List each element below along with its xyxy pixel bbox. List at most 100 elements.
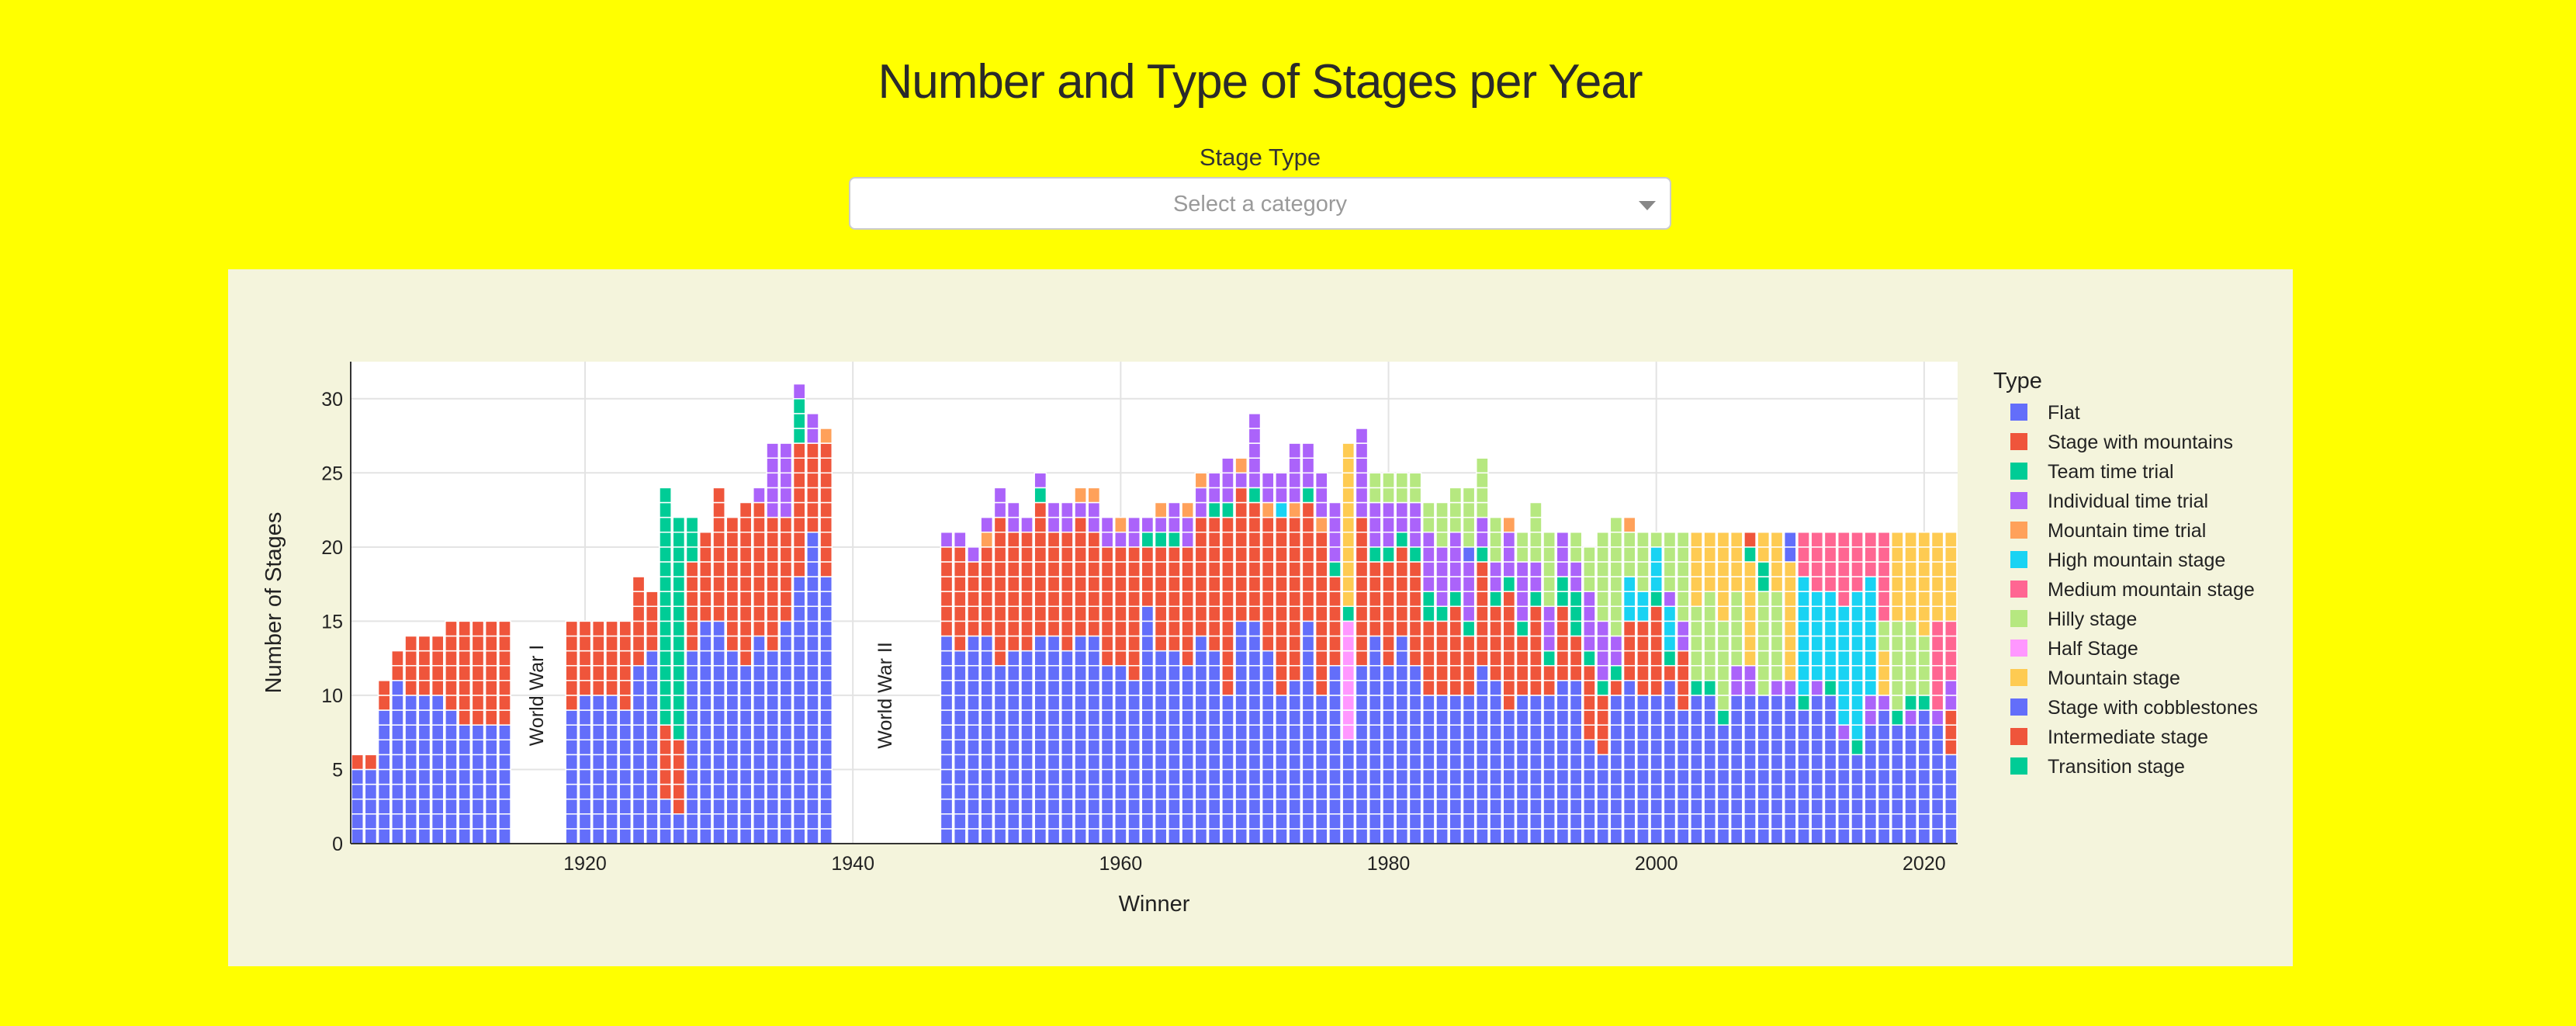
- bar-segment: [753, 650, 766, 667]
- bar-segment: [1462, 695, 1476, 711]
- bar-segment: [806, 828, 819, 844]
- bar-segment: [1743, 591, 1757, 608]
- bar-segment: [779, 828, 793, 844]
- bar-segment: [1221, 620, 1234, 637]
- bar-segment: [1716, 768, 1730, 785]
- bar-segment: [578, 798, 592, 815]
- bar-segment: [1851, 695, 1864, 711]
- bar-segment: [1314, 695, 1328, 711]
- bar-segment: [1569, 546, 1583, 563]
- bar-segment: [1743, 709, 1757, 726]
- stage-type-dropdown[interactable]: Select a category: [849, 177, 1671, 230]
- bar-segment: [1917, 724, 1931, 740]
- bar-segment: [1408, 487, 1422, 504]
- bar-segment: [1087, 620, 1101, 637]
- bar-segment: [753, 576, 766, 592]
- bar-segment: [391, 724, 404, 740]
- bar-segment: [605, 680, 618, 696]
- bar-segment: [1314, 576, 1328, 592]
- bar-segment: [1221, 501, 1234, 518]
- bar-segment: [1141, 768, 1155, 785]
- bar-segment: [1515, 709, 1529, 726]
- bar-segment: [1288, 605, 1302, 622]
- bar-segment: [1904, 798, 1917, 815]
- bar-segment: [1248, 546, 1262, 563]
- bar-segment: [725, 739, 739, 756]
- bar-segment: [1127, 724, 1141, 740]
- bar-segment: [1729, 561, 1743, 577]
- bar-segment: [1127, 591, 1141, 608]
- bar-segment: [1622, 739, 1636, 756]
- bar-segment: [1930, 531, 1944, 548]
- bar-segment: [753, 709, 766, 726]
- bar-segment: [1168, 680, 1181, 696]
- bar-segment: [1770, 664, 1784, 681]
- bar-segment: [1395, 768, 1409, 785]
- bar-segment: [1489, 650, 1502, 667]
- bar-segment: [1489, 516, 1502, 533]
- bar-segment: [1342, 680, 1356, 696]
- bar-segment: [1770, 680, 1784, 696]
- bar-segment: [712, 813, 725, 830]
- bar-segment: [1542, 591, 1556, 608]
- bar-segment: [1890, 561, 1904, 577]
- bar-segment: [1569, 576, 1583, 592]
- bar-segment: [792, 620, 806, 637]
- bar-segment: [712, 591, 725, 608]
- bar-segment: [1395, 724, 1409, 740]
- bar-segment: [1609, 531, 1623, 548]
- bar-segment: [1636, 828, 1650, 844]
- bar-segment: [1930, 680, 1944, 696]
- bar-segment: [417, 635, 431, 652]
- bar-segment: [1408, 695, 1422, 711]
- bar-segment: [1435, 754, 1449, 771]
- bar-segment: [1515, 664, 1529, 681]
- bar-segment: [1663, 650, 1677, 667]
- bar-segment: [1342, 798, 1356, 815]
- bar-segment: [1141, 531, 1155, 548]
- legend-item: Stage with cobblestones: [2048, 697, 2258, 719]
- bar-segment: [1207, 650, 1221, 667]
- bar-segment: [1408, 813, 1422, 830]
- bar-segment: [351, 828, 364, 844]
- bar-segment: [377, 739, 391, 756]
- chevron-down-icon[interactable]: [1639, 201, 1656, 210]
- bar-segment: [1421, 561, 1435, 577]
- bar-segment: [1663, 798, 1677, 815]
- bar-segment: [1221, 709, 1234, 726]
- bar-segment: [1837, 695, 1851, 711]
- bar-segment: [1851, 798, 1864, 815]
- bar-segment: [1650, 591, 1664, 608]
- bar-segment: [1622, 516, 1636, 533]
- bar-segment: [1261, 650, 1275, 667]
- bar-segment: [1154, 695, 1168, 711]
- bar-segment: [1020, 546, 1034, 563]
- bar-segment: [1609, 591, 1623, 608]
- bar-segment: [779, 768, 793, 785]
- bar-segment: [498, 739, 511, 756]
- bar-segment: [1314, 739, 1328, 756]
- bar-segment: [1462, 768, 1476, 785]
- bar-segment: [1542, 620, 1556, 637]
- bar-segment: [1141, 783, 1155, 800]
- bar-segment: [980, 635, 994, 652]
- bar-segment: [1194, 680, 1208, 696]
- bar-segment: [1006, 501, 1020, 518]
- bar-segment: [1743, 739, 1757, 756]
- bar-segment: [1221, 664, 1234, 681]
- bar-segment: [1127, 620, 1141, 637]
- bar-segment: [498, 724, 511, 740]
- bar-segment: [806, 620, 819, 637]
- bar-segment: [1810, 709, 1824, 726]
- bar-segment: [699, 664, 712, 681]
- bar-segment: [591, 664, 605, 681]
- bar-segment: [1944, 813, 1958, 830]
- bar-segment: [953, 798, 967, 815]
- bar-segment: [1663, 695, 1677, 711]
- bar-segment: [1743, 635, 1757, 652]
- bar-segment: [1006, 561, 1020, 577]
- bar-segment: [1930, 768, 1944, 785]
- bar-segment: [1917, 828, 1931, 844]
- bar-segment: [953, 620, 967, 637]
